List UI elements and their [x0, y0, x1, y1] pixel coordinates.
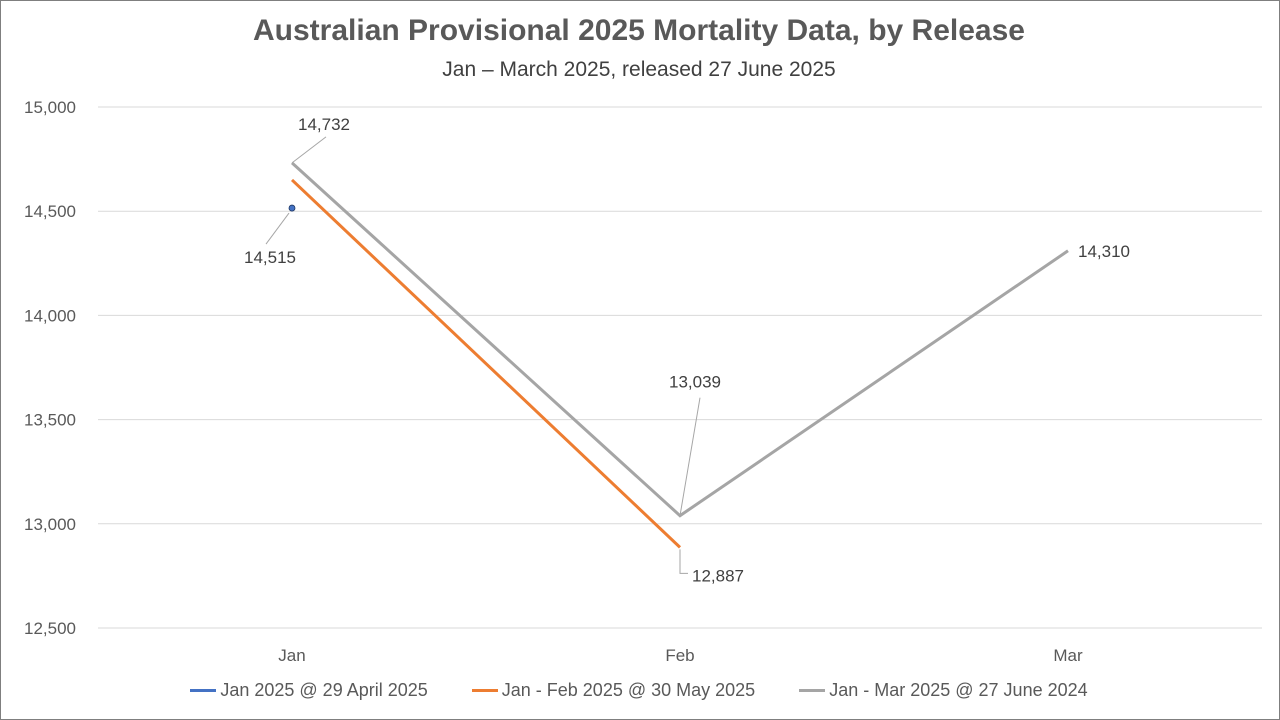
y-tick-label: 14,000: [24, 306, 76, 325]
data-label: 14,310: [1078, 242, 1130, 261]
x-tick-label: Feb: [665, 646, 694, 665]
chart-title: Australian Provisional 2025 Mortality Da…: [253, 14, 1025, 47]
x-tick-label: Mar: [1053, 646, 1083, 665]
legend-swatch: [799, 689, 826, 692]
legend-swatch: [190, 689, 217, 692]
y-axis-ticks: 12,500 13,000 13,500 14,000 14,500 15,000: [24, 98, 76, 638]
data-label: 14,732: [298, 115, 350, 134]
y-tick-label: 14,500: [24, 202, 76, 221]
data-label: 14,515: [244, 248, 296, 267]
series-lines: [288, 161, 1069, 549]
leader-line: [291, 136, 327, 164]
legend-item-jan-2025-29-april-2025: Jan 2025 @ 29 April 2025: [190, 680, 428, 701]
legend-label: Jan - Mar 2025 @ 27 June 2024: [829, 680, 1088, 700]
data-label: 12,887: [692, 566, 744, 585]
legend-item-jan-mar-2025-27-june-2024: Jan - Mar 2025 @ 27 June 2024: [799, 680, 1088, 701]
legend-item-jan-feb-2025-30-may-2025: Jan - Feb 2025 @ 30 May 2025: [471, 680, 756, 701]
legend-label: Jan 2025 @ 29 April 2025: [220, 680, 428, 700]
series-point-jan-2025-29-april-2025: [288, 204, 296, 212]
data-label: 13,039: [669, 373, 721, 392]
legend: Jan 2025 @ 29 April 2025 Jan - Feb 2025 @…: [0, 680, 1278, 701]
series-line-jan-feb-2025-30-may-2025: [290, 178, 682, 549]
y-tick-label: 13,000: [24, 515, 76, 534]
leader-line: [265, 212, 290, 245]
x-tick-label: Jan: [278, 646, 305, 665]
data-labels: 14,515 12,887 14,732 13,039 14,310: [244, 115, 1130, 585]
y-tick-label: 12,500: [24, 619, 76, 638]
y-tick-label: 15,000: [24, 98, 76, 117]
leader-line: [679, 549, 688, 574]
chart-subtitle: Jan – March 2025, released 27 June 2025: [442, 58, 836, 81]
legend-label: Jan - Feb 2025 @ 30 May 2025: [501, 680, 756, 700]
series-line-jan-mar-2025-27-june-2024: [290, 161, 1069, 518]
y-tick-label: 13,500: [24, 411, 76, 430]
leader-line: [679, 397, 701, 516]
x-axis-ticks: Jan Feb Mar: [278, 646, 1083, 665]
legend-swatch: [471, 689, 498, 692]
